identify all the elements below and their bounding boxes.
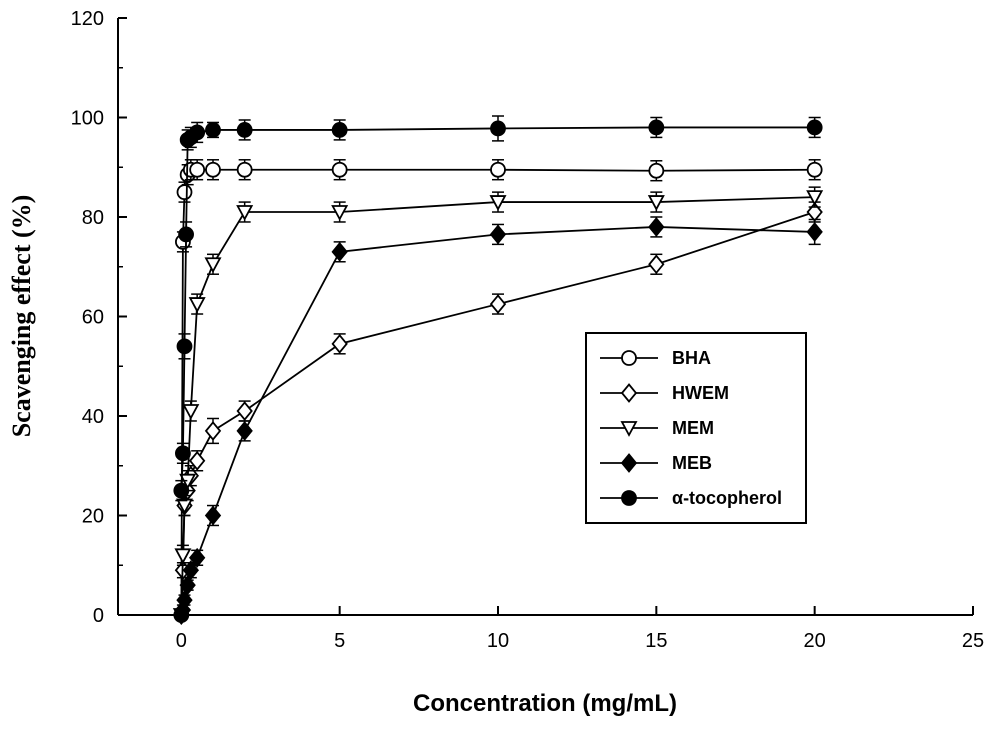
data-point bbox=[204, 257, 222, 274]
legend-label: α-tocopherol bbox=[672, 488, 782, 508]
series-hwem bbox=[173, 201, 823, 625]
y-tick-label: 120 bbox=[71, 8, 104, 30]
data-point bbox=[806, 222, 823, 242]
series-meb bbox=[173, 216, 823, 625]
data-point bbox=[189, 450, 206, 471]
data-point bbox=[189, 161, 206, 178]
data-point bbox=[236, 161, 253, 178]
plot-area: 0 20 40 60 80 100 120 0 5 10 15 20 25 bbox=[71, 8, 985, 652]
y-tick-label: 80 bbox=[82, 207, 104, 229]
legend-marker bbox=[620, 421, 638, 437]
x-axis-title: Concentration (mg/mL) bbox=[413, 690, 677, 717]
data-point bbox=[204, 421, 222, 441]
data-point bbox=[331, 161, 348, 178]
legend-label: HWEM bbox=[672, 383, 729, 403]
x-tick-label: 25 bbox=[962, 630, 984, 652]
data-point bbox=[189, 124, 206, 141]
data-point bbox=[236, 122, 253, 138]
data-point bbox=[489, 195, 507, 211]
data-point bbox=[178, 226, 194, 243]
data-point bbox=[173, 482, 190, 499]
data-point bbox=[490, 120, 506, 137]
data-point bbox=[176, 184, 193, 201]
y-tick-label: 100 bbox=[71, 108, 104, 130]
data-point bbox=[647, 195, 665, 211]
data-point bbox=[236, 205, 254, 221]
y-tick-label: 20 bbox=[82, 506, 104, 528]
data-point bbox=[174, 548, 192, 565]
x-tick-label: 5 bbox=[334, 630, 345, 652]
series--tocopherol bbox=[173, 115, 823, 502]
data-point bbox=[489, 224, 507, 245]
data-point bbox=[182, 404, 200, 420]
data-point bbox=[331, 205, 349, 221]
y-tick-label: 0 bbox=[93, 605, 104, 627]
data-point bbox=[176, 590, 193, 610]
data-point bbox=[205, 122, 221, 138]
data-point bbox=[204, 505, 222, 526]
data-point bbox=[179, 575, 196, 596]
x-tick-label: 15 bbox=[645, 630, 667, 652]
legend-label: MEB bbox=[672, 453, 712, 473]
x-tick-label: 20 bbox=[804, 630, 826, 652]
legend-marker bbox=[620, 453, 638, 473]
data-point bbox=[188, 297, 206, 313]
data-point bbox=[490, 161, 506, 178]
data-point bbox=[806, 161, 823, 178]
legend-label: MEM bbox=[672, 418, 714, 438]
legend-marker bbox=[621, 350, 637, 366]
data-point bbox=[648, 217, 665, 237]
data-point bbox=[236, 421, 253, 441]
data-point bbox=[175, 445, 191, 462]
data-point bbox=[331, 333, 348, 354]
data-point bbox=[806, 190, 824, 206]
data-point bbox=[236, 401, 253, 421]
x-tick-label: 10 bbox=[487, 630, 509, 652]
data-point bbox=[648, 119, 665, 136]
legend-label: BHA bbox=[672, 348, 711, 368]
x-tick-label: 0 bbox=[176, 630, 187, 652]
data-point bbox=[489, 294, 507, 314]
data-point bbox=[648, 162, 665, 179]
data-point bbox=[189, 547, 206, 568]
legend-marker bbox=[620, 383, 638, 403]
legend: BHA HWEM MEM MEB α-tocopherol bbox=[585, 332, 807, 524]
data-point bbox=[806, 119, 823, 136]
data-point bbox=[205, 161, 221, 178]
y-axis-title: Scavenging effect (%) bbox=[7, 195, 36, 438]
data-point bbox=[176, 338, 193, 355]
data-point bbox=[648, 254, 665, 275]
series-mem bbox=[172, 186, 824, 624]
y-tick-label: 60 bbox=[82, 307, 104, 329]
data-point bbox=[331, 241, 348, 262]
legend-marker bbox=[621, 490, 637, 506]
legend-items: BHA HWEM MEM MEB α-tocopherol bbox=[600, 348, 782, 508]
data-point bbox=[331, 122, 348, 138]
data-point bbox=[175, 498, 194, 515]
y-tick-label: 40 bbox=[82, 406, 104, 428]
